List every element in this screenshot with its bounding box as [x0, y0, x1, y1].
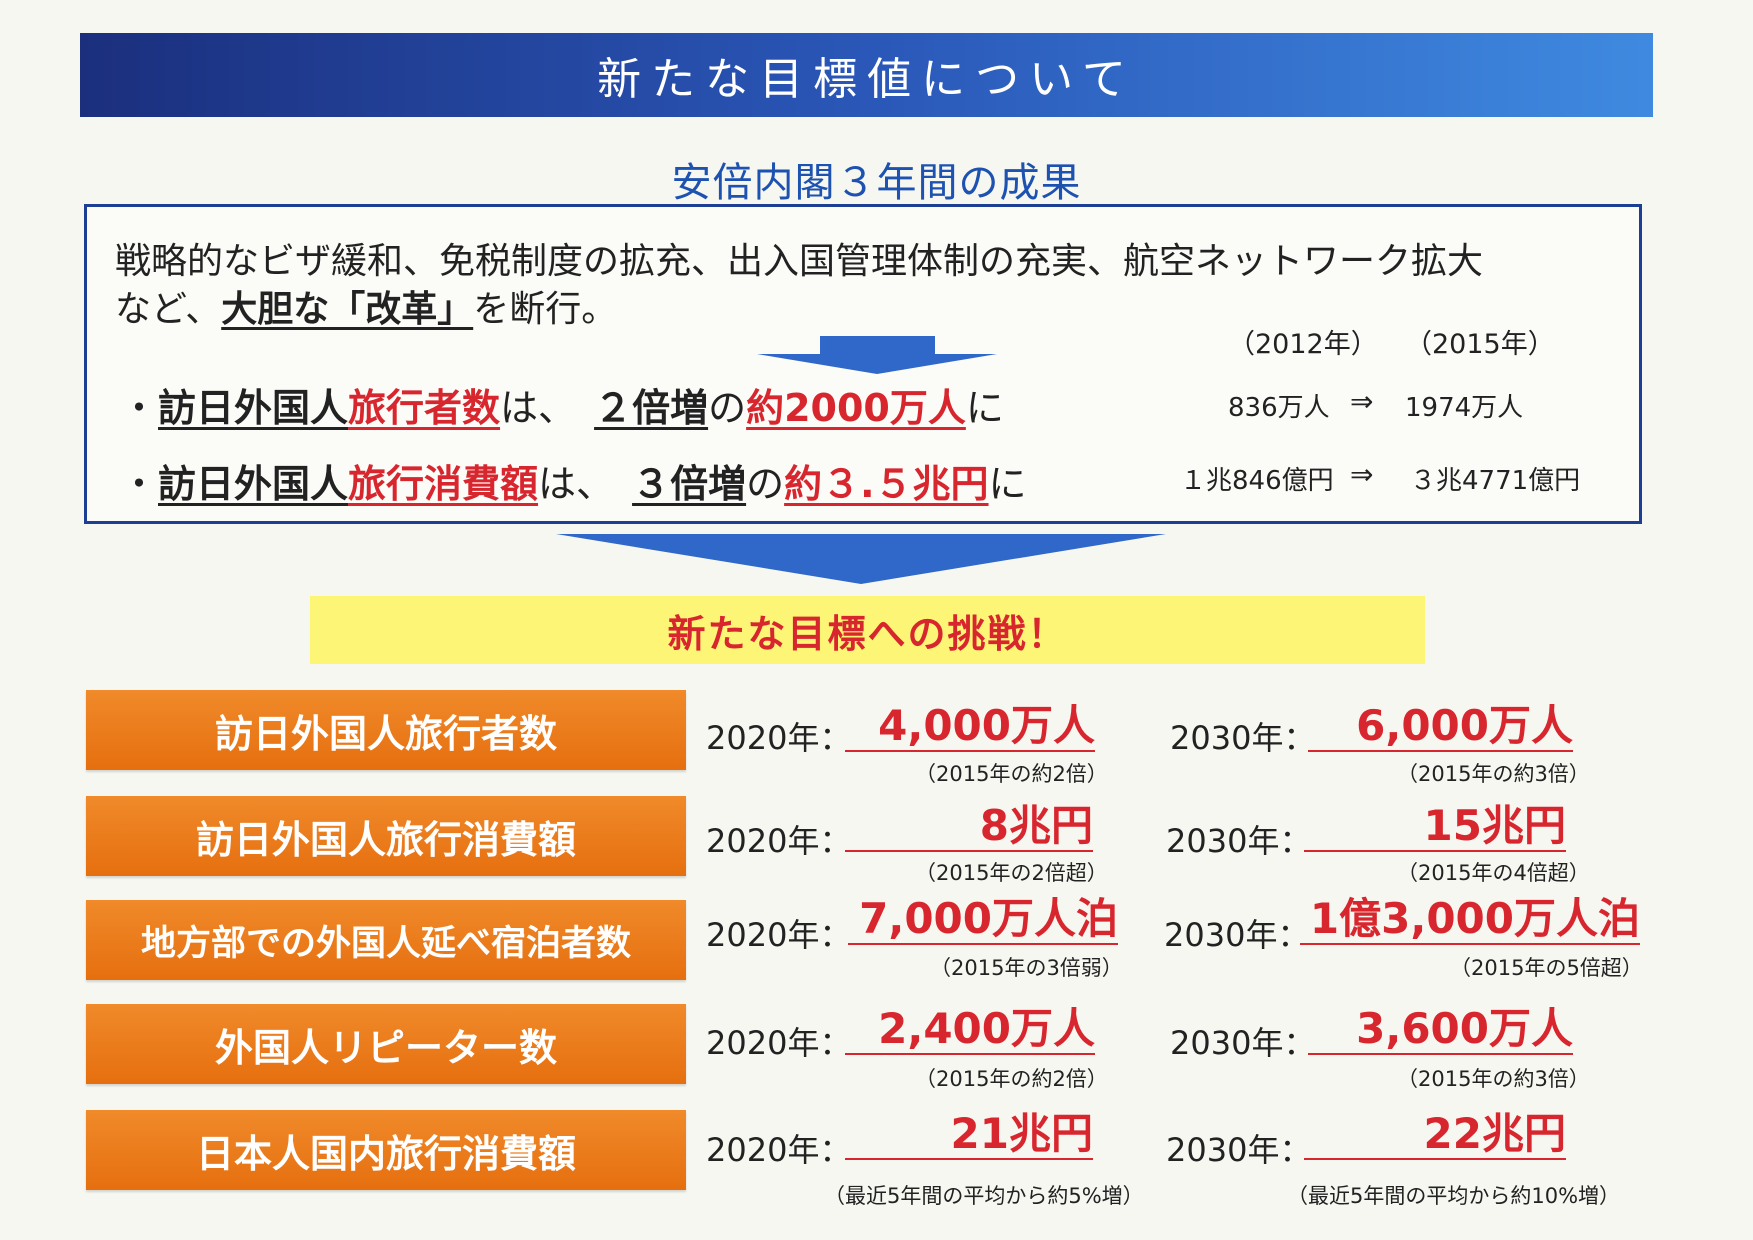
target-2030-note: （2015年の約3倍） [1397, 1067, 1590, 1091]
right-arrow-icon: ⇒ [1350, 458, 1374, 491]
target-2030-note: （最近5年間の平均から約10%増） [1287, 1184, 1621, 1208]
small-down-arrow-icon [757, 336, 997, 374]
target-2030-value: 15兆円 [1304, 800, 1566, 852]
target-2030-note: （2015年の4倍超） [1397, 861, 1590, 885]
achievement-bullet-spending: ・訪日外国人旅行消費額は、 ３倍増の約３.５兆円に [120, 453, 1027, 508]
target-2030-note: （2015年の5倍超） [1450, 956, 1643, 980]
section-subtitle: 安倍内閣３年間の成果 [671, 160, 1082, 206]
target-2020-note: （2015年の約2倍） [915, 1067, 1108, 1091]
target-2020-value: 2,400万人 [845, 1003, 1095, 1055]
target-2020-value: 7,000万人泊 [848, 893, 1118, 945]
target-label: 訪日外国人旅行者数 [86, 690, 686, 770]
page-title: 新たな目標値について [597, 54, 1136, 105]
target-2030-year: 2030年： [1170, 719, 1316, 757]
target-2020-year: 2020年： [706, 719, 852, 757]
stat-to: ３兆4771億円 [1410, 466, 1581, 496]
bullet-no: の [708, 386, 747, 430]
target-2020-note: （2015年の3倍弱） [930, 956, 1123, 980]
target-2030-year: 2030年： [1170, 1024, 1316, 1062]
intro-line-2: など、大胆な「改革」を断行。 [115, 280, 617, 332]
target-2020-note: （2015年の約2倍） [915, 762, 1108, 786]
bullet-dot: ・ [120, 462, 159, 506]
target-label: 日本人国内旅行消費額 [86, 1110, 686, 1190]
target-2030-year: 2030年： [1166, 822, 1312, 860]
year-from-label: （2012年） [1228, 329, 1378, 360]
large-down-arrow-icon [556, 534, 1166, 584]
bullet-mid: は、 [538, 462, 615, 506]
target-2030-note: （2015年の約3倍） [1397, 762, 1590, 786]
target-2020-year: 2020年： [706, 1131, 852, 1169]
bullet-multiplier: ３倍増 [632, 462, 747, 506]
target-2020-year: 2020年： [706, 916, 852, 954]
target-2030-year: 2030年： [1164, 916, 1310, 954]
page-title-banner: 新たな目標値について [80, 33, 1653, 117]
bullet-result: 約2000万人 [746, 386, 966, 430]
bullet-result: 約３.５兆円 [784, 462, 989, 506]
achievement-bullet-visitors: ・訪日外国人旅行者数は、 ２倍増の約2000万人に [120, 377, 1004, 432]
target-2030-value: 1億3,000万人泊 [1300, 893, 1640, 945]
target-2030-value: 3,600万人 [1308, 1003, 1573, 1055]
bullet-no: の [746, 462, 785, 506]
target-2020-year: 2020年： [706, 822, 852, 860]
stat-from: １兆846億円 [1180, 466, 1334, 496]
challenge-text: 新たな目標への挑戦！ [667, 611, 1068, 656]
intro-post: を断行。 [473, 289, 618, 330]
target-2020-note: （最近5年間の平均から約5%増） [824, 1184, 1144, 1208]
stat-from: 836万人 [1228, 393, 1330, 423]
bullet-ni: に [965, 386, 1004, 430]
bullet-multiplier: ２倍増 [594, 386, 709, 430]
bullet-ni: に [988, 462, 1027, 506]
bullet-dot: ・ [120, 386, 159, 430]
intro-bold-reform: 大胆な「改革」 [221, 289, 474, 330]
bullet-metric: 旅行者数 [348, 386, 501, 430]
target-label: 地方部での外国人延べ宿泊者数 [86, 900, 686, 980]
target-2020-value: 4,000万人 [845, 700, 1095, 752]
target-2020-value: 8兆円 [845, 800, 1093, 852]
right-arrow-icon: ⇒ [1350, 385, 1374, 418]
target-2030-year: 2030年： [1166, 1131, 1312, 1169]
target-2020-value: 21兆円 [845, 1108, 1093, 1160]
stat-to: 1974万人 [1405, 393, 1524, 423]
bullet-mid: は、 [500, 386, 577, 430]
target-2020-note: （2015年の2倍超） [915, 861, 1108, 885]
intro-pre: など、 [115, 289, 222, 330]
target-2030-value: 6,000万人 [1308, 700, 1573, 752]
target-label: 訪日外国人旅行消費額 [86, 796, 686, 876]
bullet-metric: 旅行消費額 [348, 462, 539, 506]
challenge-banner: 新たな目標への挑戦！ [310, 596, 1425, 664]
target-2020-year: 2020年： [706, 1024, 852, 1062]
year-to-label: （2015年） [1405, 329, 1555, 360]
bullet-subject: 訪日外国人 [158, 462, 349, 506]
target-label: 外国人リピーター数 [86, 1004, 686, 1084]
bullet-subject: 訪日外国人 [158, 386, 349, 430]
target-2030-value: 22兆円 [1304, 1108, 1566, 1160]
intro-line-1: 戦略的なビザ緩和、免税制度の拡充、出入国管理体制の充実、航空ネットワーク拡大 [115, 241, 1484, 282]
